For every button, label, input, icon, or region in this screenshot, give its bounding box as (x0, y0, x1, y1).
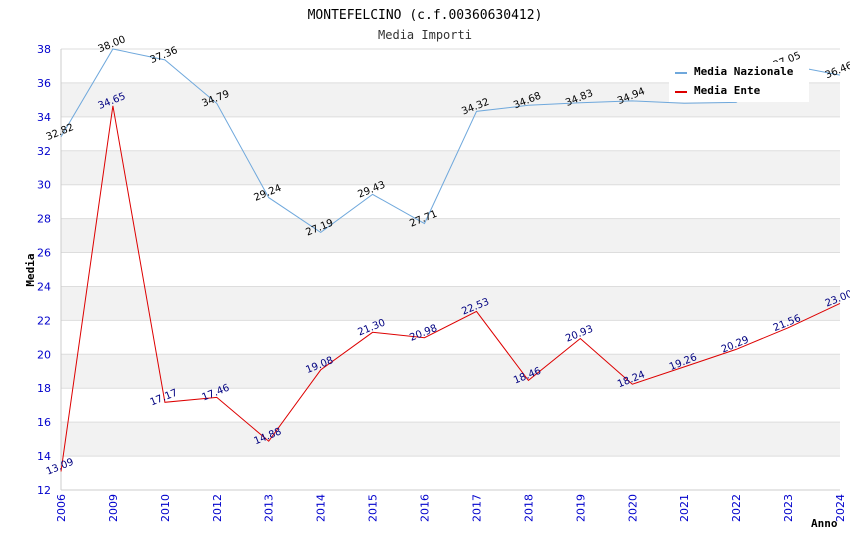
x-tick-label: 2009 (107, 494, 120, 522)
grid-band (61, 286, 840, 321)
data-label-media-ente: 17.17 (149, 388, 180, 409)
x-tick-label: 2018 (522, 494, 535, 522)
y-tick-label: 20 (37, 348, 51, 361)
chart-subtitle: Media Importi (378, 28, 472, 42)
grid-band (61, 218, 840, 253)
data-label-media-ente: 20.98 (408, 323, 439, 344)
x-tick-label: 2023 (782, 494, 795, 522)
data-label-media-nazionale: 32.82 (45, 122, 76, 143)
y-tick-label: 22 (37, 314, 51, 327)
y-tick-label: 36 (37, 77, 51, 90)
x-tick-labels: 2006 2009 2010 2012 2013 2014 2015 2016 2017 2018… (55, 494, 847, 522)
data-label-media-nazionale: 36.46 (824, 60, 850, 81)
y-tick-label: 16 (37, 416, 51, 429)
chart-title: MONTEFELCINO (c.f.00360630412) (308, 8, 543, 23)
y-tick-label: 38 (37, 43, 51, 56)
y-tick-label: 32 (37, 145, 51, 158)
x-tick-label: 2006 (55, 494, 68, 522)
series-line-media-nazionale (60, 48, 841, 234)
x-tick-label: 2013 (263, 494, 276, 522)
y-tick-label: 34 (37, 111, 51, 124)
y-tick-label: 30 (37, 179, 51, 192)
x-tick-label: 2019 (574, 494, 587, 522)
grid-bands (61, 82, 840, 457)
x-tick-label: 2021 (678, 494, 691, 522)
data-label-media-nazionale: 29.24 (252, 183, 283, 204)
grid-band (61, 354, 840, 389)
data-label-media-ente: 20.29 (720, 335, 751, 356)
x-tick-label: 2015 (367, 494, 380, 522)
grid-lines (61, 48, 840, 491)
y-tick-labels: 12 14 16 18 20 22 24 26 28 30 32 34 36 38 (37, 43, 51, 497)
y-tick-label: 12 (37, 484, 51, 497)
legend-box (669, 62, 809, 102)
y-tick-label: 28 (37, 213, 51, 226)
x-tick-label: 2020 (626, 494, 639, 522)
data-label-media-ente: 20.93 (564, 324, 595, 345)
x-tick-label: 2012 (211, 494, 224, 522)
grid-band (61, 422, 840, 457)
data-label-media-nazionale: 37.36 (149, 45, 180, 66)
data-label-media-nazionale: 38.00 (97, 34, 128, 55)
y-tick-label: 26 (37, 247, 51, 260)
series-lines (60, 48, 841, 472)
x-tick-label: 2024 (834, 494, 847, 522)
y-tick-label: 14 (37, 450, 51, 463)
y-axis-label: Media (24, 253, 37, 286)
legend: Media Nazionale Media Ente (669, 62, 809, 102)
x-axis-label: Anno (811, 517, 838, 530)
series-line-media-ente (60, 105, 841, 472)
x-tick-label: 2016 (419, 494, 432, 522)
x-tick-label: 2014 (315, 494, 328, 522)
x-tick-label: 2010 (159, 494, 172, 522)
legend-label-media-ente: Media Ente (694, 84, 761, 97)
x-tick-label: 2022 (730, 494, 743, 522)
x-tick-label: 2017 (470, 494, 483, 522)
legend-label-media-nazionale: Media Nazionale (694, 65, 794, 78)
y-tick-label: 24 (37, 280, 51, 293)
y-tick-label: 18 (37, 382, 51, 395)
